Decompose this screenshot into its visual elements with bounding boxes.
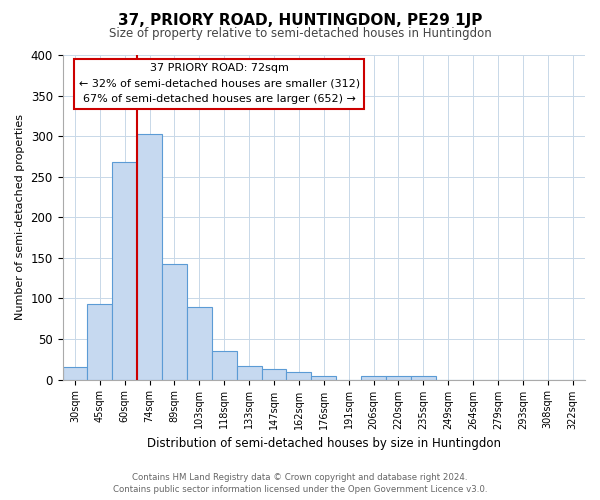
Text: Size of property relative to semi-detached houses in Huntingdon: Size of property relative to semi-detach…: [109, 28, 491, 40]
Y-axis label: Number of semi-detached properties: Number of semi-detached properties: [15, 114, 25, 320]
Text: 37 PRIORY ROAD: 72sqm
← 32% of semi-detached houses are smaller (312)
67% of sem: 37 PRIORY ROAD: 72sqm ← 32% of semi-deta…: [79, 63, 360, 104]
Bar: [262, 369, 286, 380]
Bar: [286, 372, 311, 380]
Bar: [137, 134, 162, 380]
Text: 37, PRIORY ROAD, HUNTINGDON, PE29 1JP: 37, PRIORY ROAD, HUNTINGDON, PE29 1JP: [118, 12, 482, 28]
Bar: [187, 306, 212, 380]
Bar: [236, 366, 262, 380]
Bar: [162, 264, 187, 380]
Bar: [112, 162, 137, 380]
Bar: [361, 376, 386, 380]
Bar: [386, 376, 411, 380]
Bar: [88, 304, 112, 380]
Text: Contains HM Land Registry data © Crown copyright and database right 2024.
Contai: Contains HM Land Registry data © Crown c…: [113, 472, 487, 494]
Bar: [311, 376, 336, 380]
Bar: [411, 376, 436, 380]
X-axis label: Distribution of semi-detached houses by size in Huntingdon: Distribution of semi-detached houses by …: [147, 437, 501, 450]
Bar: [62, 368, 88, 380]
Bar: [212, 351, 236, 380]
